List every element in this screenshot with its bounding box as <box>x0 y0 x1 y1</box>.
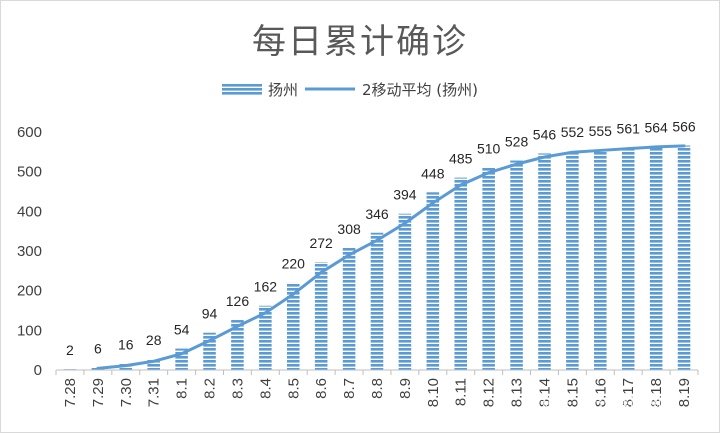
x-tick-label: 8.3 <box>229 378 246 399</box>
bar-series <box>63 145 691 370</box>
data-label: 272 <box>309 235 333 251</box>
data-label: 448 <box>421 165 445 181</box>
data-label: 28 <box>146 332 162 348</box>
x-tick-label: 8.17 <box>620 378 637 407</box>
bar <box>566 151 579 370</box>
x-tick-label: 7.28 <box>62 378 79 407</box>
bar <box>538 153 551 370</box>
x-tick-label: 8.9 <box>397 378 414 399</box>
data-label: 561 <box>617 120 641 136</box>
y-tick-label: 300 <box>17 243 42 260</box>
y-tick-label: 400 <box>17 203 42 220</box>
bar <box>398 213 412 370</box>
bar <box>621 147 635 370</box>
bar <box>314 262 328 370</box>
data-label: 16 <box>118 337 134 353</box>
x-tick-label: 7.31 <box>146 378 163 407</box>
data-labels: 2 6 16 28 54 94 126162220272308346394448485510… <box>66 118 696 358</box>
x-tick-label: 8.18 <box>648 378 665 407</box>
data-label: 54 <box>174 322 190 338</box>
bar <box>454 177 468 370</box>
data-label: 162 <box>254 279 278 295</box>
bar <box>510 160 523 370</box>
legend-swatch-bar <box>222 83 262 95</box>
x-tick-label: 8.7 <box>341 378 358 399</box>
x-tick-label: 7.29 <box>90 378 107 407</box>
x-tick-label: 8.1 <box>174 378 191 399</box>
data-label: 346 <box>365 206 389 222</box>
chart-title: 每日累计确诊 <box>252 22 468 62</box>
x-tick-label: 8.8 <box>369 378 386 399</box>
data-label: 552 <box>561 124 585 140</box>
bar <box>342 247 356 370</box>
legend-label-bar: 扬州 <box>268 81 298 99</box>
bar <box>370 232 384 370</box>
y-axis: 0 100 200 300 400 500 600 <box>17 124 42 379</box>
legend-label-line: 2移动平均 (扬州) <box>362 81 478 99</box>
bar <box>677 145 691 370</box>
x-tick-label: 8.14 <box>536 378 553 407</box>
data-label: 2 <box>66 342 74 358</box>
x-tick-label: 8.5 <box>285 378 302 399</box>
data-label: 394 <box>393 187 417 203</box>
bar <box>259 305 272 370</box>
x-tick-label: 8.13 <box>509 378 526 407</box>
x-tick-label: 8.19 <box>676 378 693 407</box>
data-label: 564 <box>644 119 668 135</box>
data-label: 308 <box>337 221 361 237</box>
legend: 扬州 2移动平均 (扬州) <box>222 81 478 99</box>
data-label: 555 <box>589 123 613 139</box>
bar <box>649 146 663 370</box>
y-tick-label: 0 <box>34 362 42 379</box>
bar <box>426 192 440 370</box>
x-tick-label: 8.6 <box>313 378 330 399</box>
data-label: 220 <box>282 256 306 272</box>
x-tick-label: 8.15 <box>564 378 581 407</box>
data-label: 6 <box>94 341 102 357</box>
x-tick-label: 8.11 <box>453 378 470 406</box>
data-label: 510 <box>477 141 501 157</box>
x-tick-label: 8.4 <box>257 378 274 399</box>
x-tick-label: 8.12 <box>481 378 498 407</box>
bar <box>286 282 300 370</box>
x-tick-label: 8.10 <box>425 378 442 407</box>
data-label: 485 <box>449 151 473 167</box>
y-tick-label: 500 <box>17 164 42 181</box>
x-tick-label: 8.16 <box>592 378 609 407</box>
data-label: 566 <box>672 118 696 134</box>
bar <box>594 149 607 370</box>
y-tick-label: 100 <box>17 322 42 339</box>
data-label: 94 <box>202 306 218 322</box>
bar <box>482 167 495 370</box>
x-tick-label: 8.2 <box>202 378 219 399</box>
bar <box>231 320 244 370</box>
moving-average-line <box>96 144 686 370</box>
data-label: 546 <box>533 126 557 142</box>
data-label: 528 <box>505 134 529 150</box>
plot-area: 2 6 16 28 54 94 126162220272308346394448485510… <box>17 118 699 407</box>
data-label: 126 <box>226 293 250 309</box>
y-tick-label: 200 <box>17 283 42 300</box>
watermark: 知乎 @39健康网 <box>540 393 661 412</box>
x-axis: 7.28 7.29 7.30 7.31 8.1 8.2 8.3 8.4 8.5 8.6 8.7 8.8… <box>55 370 699 407</box>
x-tick-label: 7.30 <box>118 378 135 407</box>
moving-average-series <box>96 144 686 370</box>
y-tick-label: 600 <box>17 124 42 141</box>
bar <box>147 358 160 370</box>
